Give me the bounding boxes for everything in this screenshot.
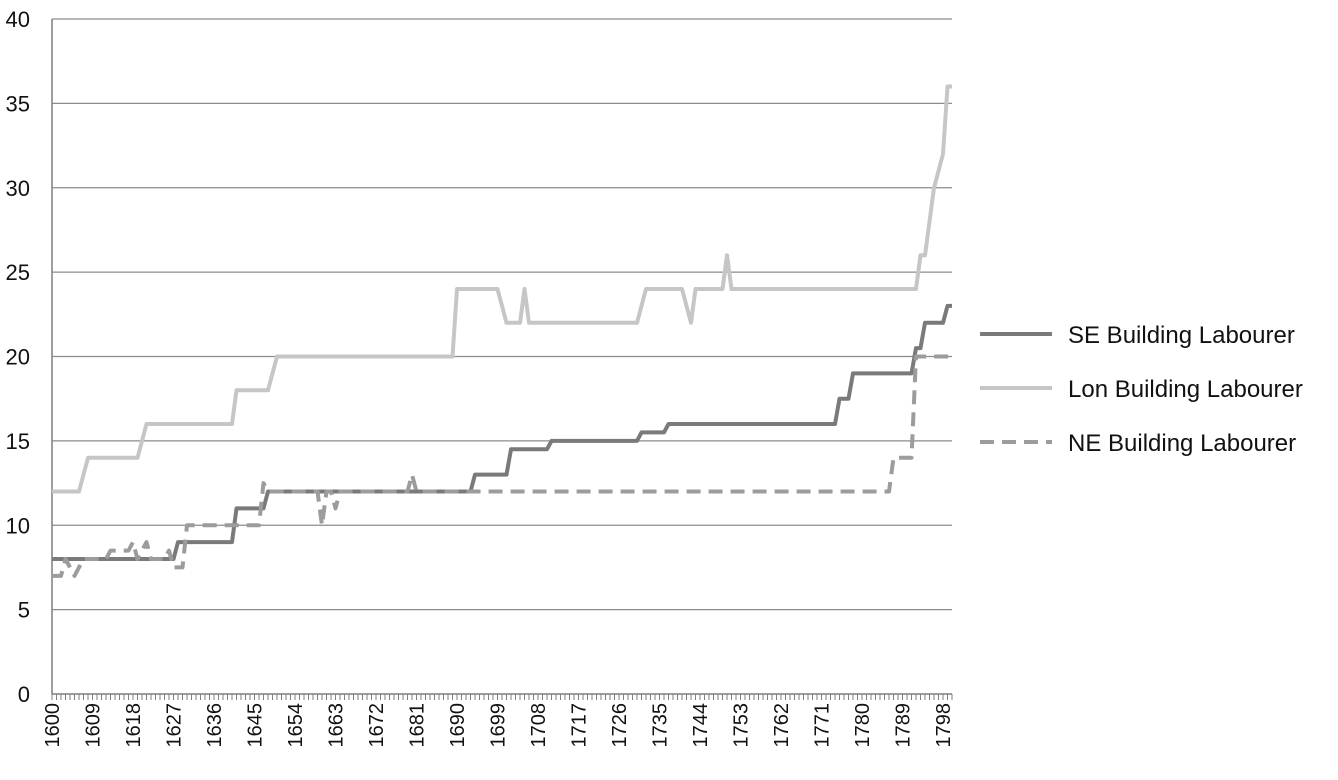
- y-tick-label: 20: [6, 345, 30, 370]
- gridlines: [52, 18, 952, 611]
- x-tick-label: 1663: [326, 703, 348, 748]
- x-tick-label: 1708: [528, 703, 550, 748]
- x-tick-label: 1681: [407, 703, 429, 748]
- x-tick-label: 1717: [569, 703, 591, 748]
- x-tick-label: 1609: [83, 703, 105, 748]
- y-tick-label: 0: [18, 682, 30, 707]
- x-tick-label: 1753: [731, 703, 753, 748]
- x-tick-label: 1690: [447, 703, 469, 748]
- y-tick-label: 15: [6, 429, 30, 454]
- x-tick-label: 1654: [285, 703, 307, 748]
- x-tick-label: 1789: [893, 703, 915, 748]
- legend-label-1: SE Building Labourer: [1068, 322, 1295, 349]
- x-tick-label: 1744: [690, 703, 712, 748]
- x-tick-label: 1618: [123, 703, 145, 748]
- axes: 0 5 10 15 20 25 30 35 40 1600 1609 1618 1627 1636 1645…: [6, 7, 955, 748]
- legend-label-2: Lon Building Labourer: [1068, 376, 1303, 403]
- series-line-3: [52, 354, 952, 578]
- series-lines: [52, 84, 952, 578]
- x-tick-label: 1699: [488, 703, 510, 748]
- x-tick-label: 1726: [609, 703, 631, 748]
- y-tick-label: 25: [6, 260, 30, 285]
- x-tick-label: 1627: [164, 703, 186, 748]
- y-tick-label: 5: [18, 598, 30, 623]
- x-tick-label: 1780: [852, 703, 874, 748]
- series-line-2: [52, 84, 952, 494]
- x-tick-label: 1645: [245, 703, 267, 748]
- y-tick-label: 40: [6, 7, 30, 32]
- x-tick-label: 1672: [366, 703, 388, 748]
- x-tick-label: 1600: [42, 703, 64, 748]
- x-tick-label: 1762: [771, 703, 793, 748]
- series-line-1: [52, 303, 952, 561]
- y-tick-label: 10: [6, 513, 30, 538]
- y-tick-label: 30: [6, 176, 30, 201]
- y-tick-label: 35: [6, 91, 30, 116]
- x-tick-label: 1735: [650, 703, 672, 748]
- x-tick-label: 1771: [812, 703, 834, 748]
- legend: SE Building Labourer Lon Building Laboure…: [980, 322, 1303, 457]
- x-tick-label: 1798: [933, 703, 955, 748]
- legend-label-3: NE Building Labourer: [1068, 430, 1296, 457]
- x-tick-label: 1636: [204, 703, 226, 748]
